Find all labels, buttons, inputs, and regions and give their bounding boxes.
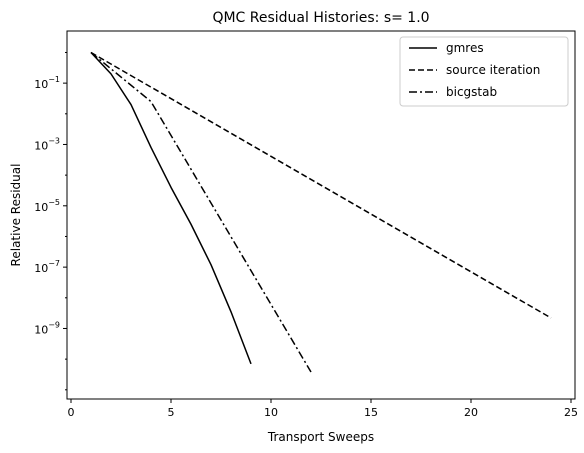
y-axis-label: Relative Residual	[9, 164, 23, 267]
plot-frame	[66, 30, 576, 400]
y-tick-label: 10−7	[34, 259, 60, 275]
legend-label-bicgstab: bicgstab	[446, 85, 497, 99]
series-line-gmres	[90, 51, 252, 365]
y-axis-ticks: 10−1 10−3 10−5 10−7 10−9	[34, 51, 67, 391]
y-tick-label: 10−3	[34, 136, 60, 152]
x-axis-ticks: 0 5 10 15 20 25	[68, 399, 578, 419]
x-tick-label: 25	[564, 406, 578, 419]
legend-label-gmres: gmres	[446, 41, 484, 55]
series-line-source-iteration	[90, 51, 552, 319]
y-tick-label: 10−1	[34, 75, 60, 91]
x-tick-label: 10	[264, 406, 278, 419]
legend-label-source-iteration: source iteration	[446, 63, 540, 77]
series-layer	[90, 51, 552, 373]
chart-title: QMC Residual Histories: s= 1.0	[212, 10, 429, 26]
series-line-bicgstab	[90, 51, 312, 373]
y-tick-label: 10−5	[34, 198, 60, 214]
x-tick-label: 15	[364, 406, 378, 419]
x-tick-label: 0	[68, 406, 75, 419]
x-tick-label: 5	[168, 406, 175, 419]
x-axis-label: Transport Sweeps	[267, 430, 374, 444]
legend: gmres source iteration bicgstab	[399, 36, 569, 107]
y-tick-label: 10−9	[34, 320, 60, 336]
x-tick-label: 20	[464, 406, 478, 419]
legend-box	[399, 36, 569, 107]
